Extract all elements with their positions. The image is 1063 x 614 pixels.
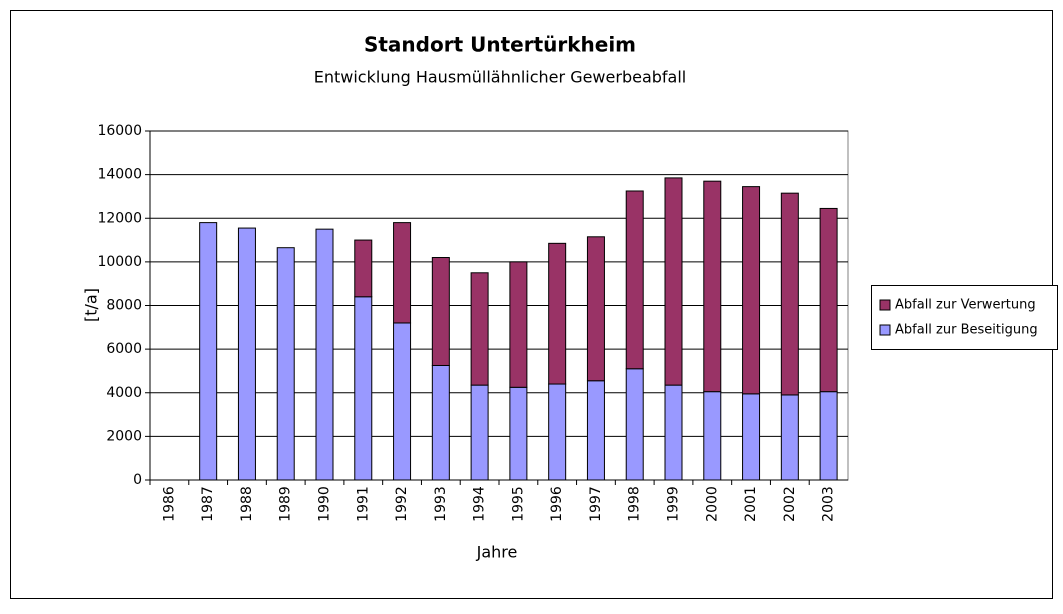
bar-segment xyxy=(625,190,644,370)
y-tick-label: 4000 xyxy=(106,385,142,401)
bar-segment xyxy=(664,177,683,386)
legend-swatch xyxy=(879,299,891,311)
chart-subtitle: Entwicklung Hausmüllähnlicher Gewerbeabf… xyxy=(314,68,686,87)
x-tick-label: 1999 xyxy=(666,486,682,522)
bar-segment xyxy=(586,380,605,481)
x-tick-label: 1986 xyxy=(161,486,177,522)
x-tick-label: 1988 xyxy=(239,486,255,522)
bar-segment xyxy=(393,322,412,481)
legend-swatch xyxy=(879,324,891,336)
y-tick-label: 14000 xyxy=(97,167,142,183)
bar-segment xyxy=(742,186,761,395)
x-tick-label: 1998 xyxy=(627,486,643,522)
x-tick-label: 1991 xyxy=(355,486,371,522)
bar-segment xyxy=(780,394,799,481)
y-tick-label: 2000 xyxy=(106,428,142,444)
x-tick-label: 1987 xyxy=(200,486,216,522)
legend-label: Abfall zur Verwertung xyxy=(895,298,1036,313)
bar-segment xyxy=(199,222,218,481)
bar-segment xyxy=(470,272,489,386)
x-tick-label: 2003 xyxy=(821,486,837,522)
legend-box xyxy=(871,285,1058,350)
bar-segment xyxy=(780,192,799,396)
y-tick-label: 10000 xyxy=(97,254,142,270)
x-tick-label: 1994 xyxy=(472,486,488,522)
y-tick-label: 12000 xyxy=(97,210,142,226)
bar-segment xyxy=(354,239,373,298)
bar-segment xyxy=(819,391,838,481)
bar-segment xyxy=(586,236,605,382)
bar-segment xyxy=(703,391,722,481)
bar-segment xyxy=(315,228,334,481)
legend-label: Abfall zur Beseitigung xyxy=(895,323,1038,338)
y-tick-label: 8000 xyxy=(106,298,142,314)
bar-segment xyxy=(625,368,644,481)
bar-segment xyxy=(509,386,528,481)
x-tick-label: 1992 xyxy=(394,486,410,522)
bar-segment xyxy=(237,227,256,481)
bar-segment xyxy=(470,384,489,481)
bar-segment xyxy=(548,383,567,481)
y-tick-label: 0 xyxy=(133,472,142,488)
chart-title: Standort Untertürkheim xyxy=(364,33,636,57)
bar-segment xyxy=(509,261,528,388)
bar-segment xyxy=(354,296,373,481)
bar-segment xyxy=(742,393,761,481)
bar-segment xyxy=(664,384,683,481)
x-tick-label: 1989 xyxy=(278,486,294,522)
y-tick-label: 16000 xyxy=(97,123,142,139)
x-tick-label: 2000 xyxy=(704,486,720,522)
x-tick-label: 2001 xyxy=(743,486,759,522)
y-tick-label: 6000 xyxy=(106,341,142,357)
x-tick-label: 1993 xyxy=(433,486,449,522)
x-tick-label: 1997 xyxy=(588,486,604,522)
bar-segment xyxy=(431,257,450,366)
x-tick-label: 1990 xyxy=(317,486,333,522)
x-tick-label: 1995 xyxy=(510,486,526,522)
y-axis-label: [t/a] xyxy=(82,288,101,322)
bar-segment xyxy=(276,247,295,481)
bar-segment xyxy=(548,242,567,385)
x-tick-label: 2002 xyxy=(782,486,798,522)
bar-segment xyxy=(703,180,722,393)
x-tick-label: 1996 xyxy=(549,486,565,522)
bar-segment xyxy=(431,364,450,481)
bar-segment xyxy=(393,222,412,324)
x-axis-label: Jahre xyxy=(476,543,518,562)
bar-segment xyxy=(819,207,838,393)
